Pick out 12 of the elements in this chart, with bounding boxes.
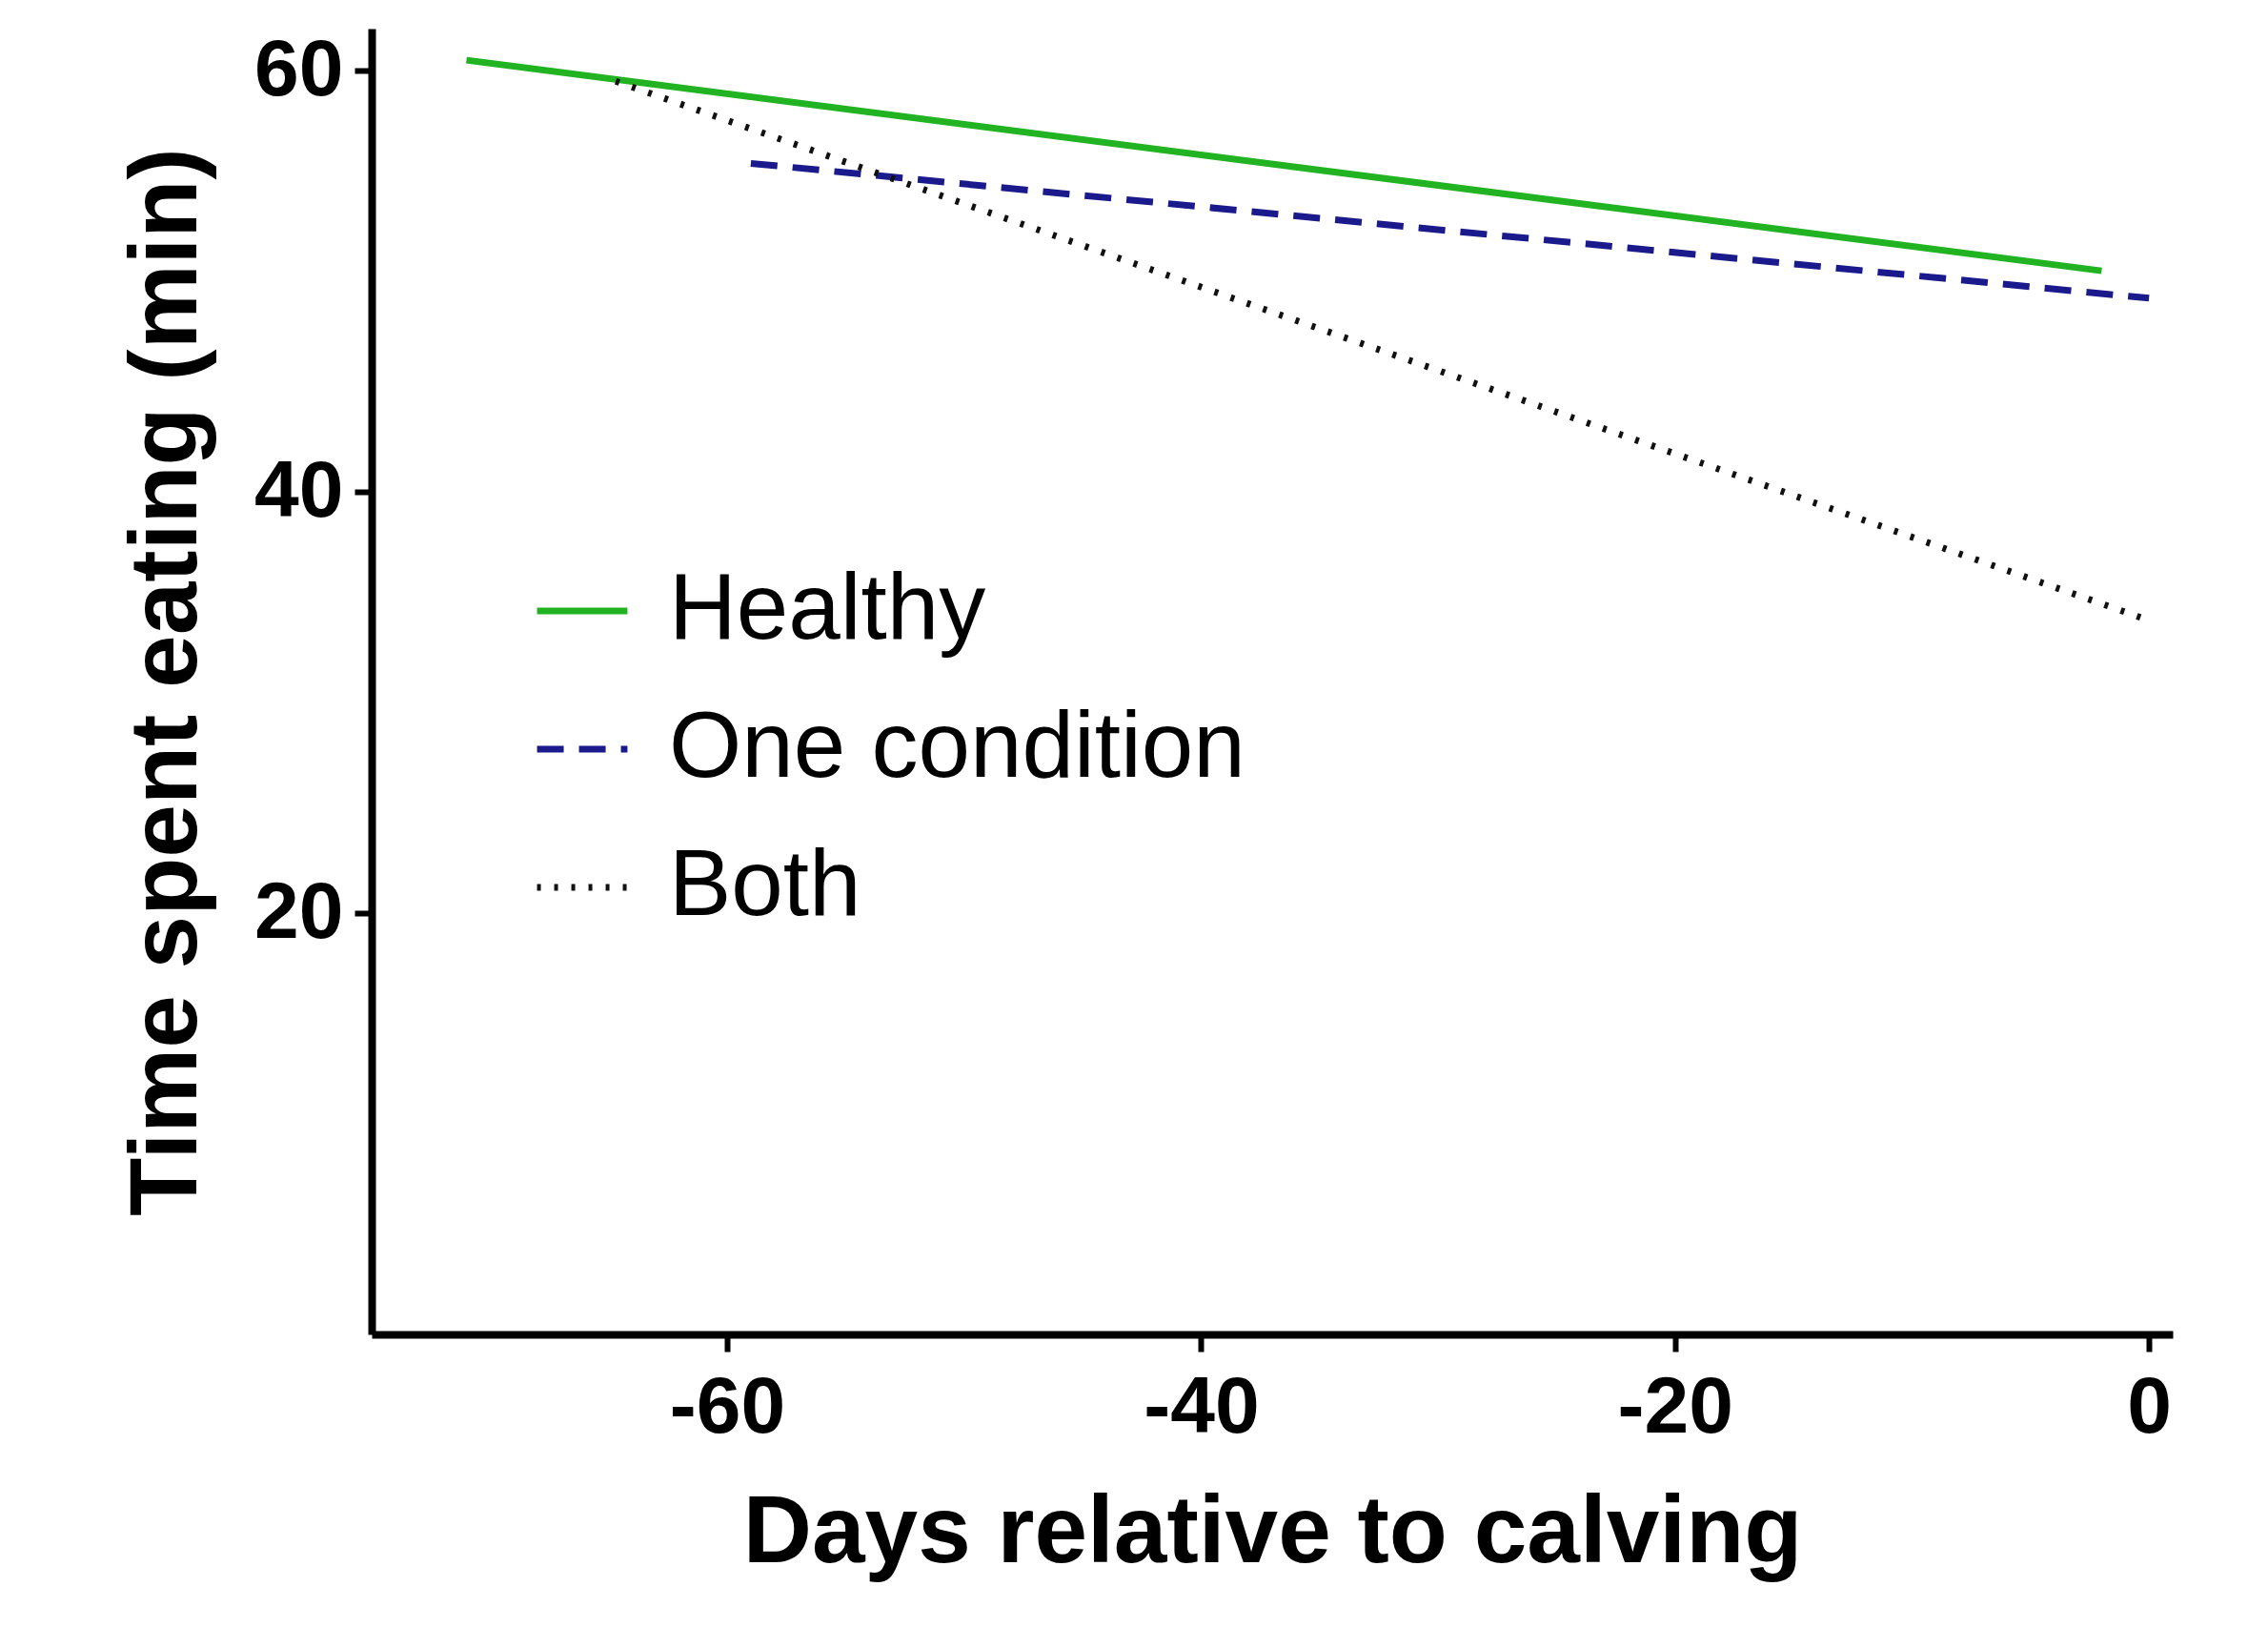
y-tick-label: 60	[254, 22, 344, 112]
y-tick-label: 40	[254, 443, 344, 534]
legend-label: One condition	[669, 692, 1245, 797]
y-axis-title: Time spent eating (min)	[110, 148, 217, 1216]
x-tick-label: -40	[1144, 1359, 1260, 1450]
y-tick-label: 20	[254, 864, 344, 955]
legend-label: Healthy	[669, 554, 986, 659]
legend-label: Both	[669, 830, 861, 935]
x-tick-label: 0	[2127, 1359, 2172, 1450]
x-axis-title: Days relative to calving	[742, 1474, 1803, 1582]
x-tick-label: -20	[1617, 1359, 1733, 1450]
x-tick-label: -60	[669, 1359, 786, 1450]
